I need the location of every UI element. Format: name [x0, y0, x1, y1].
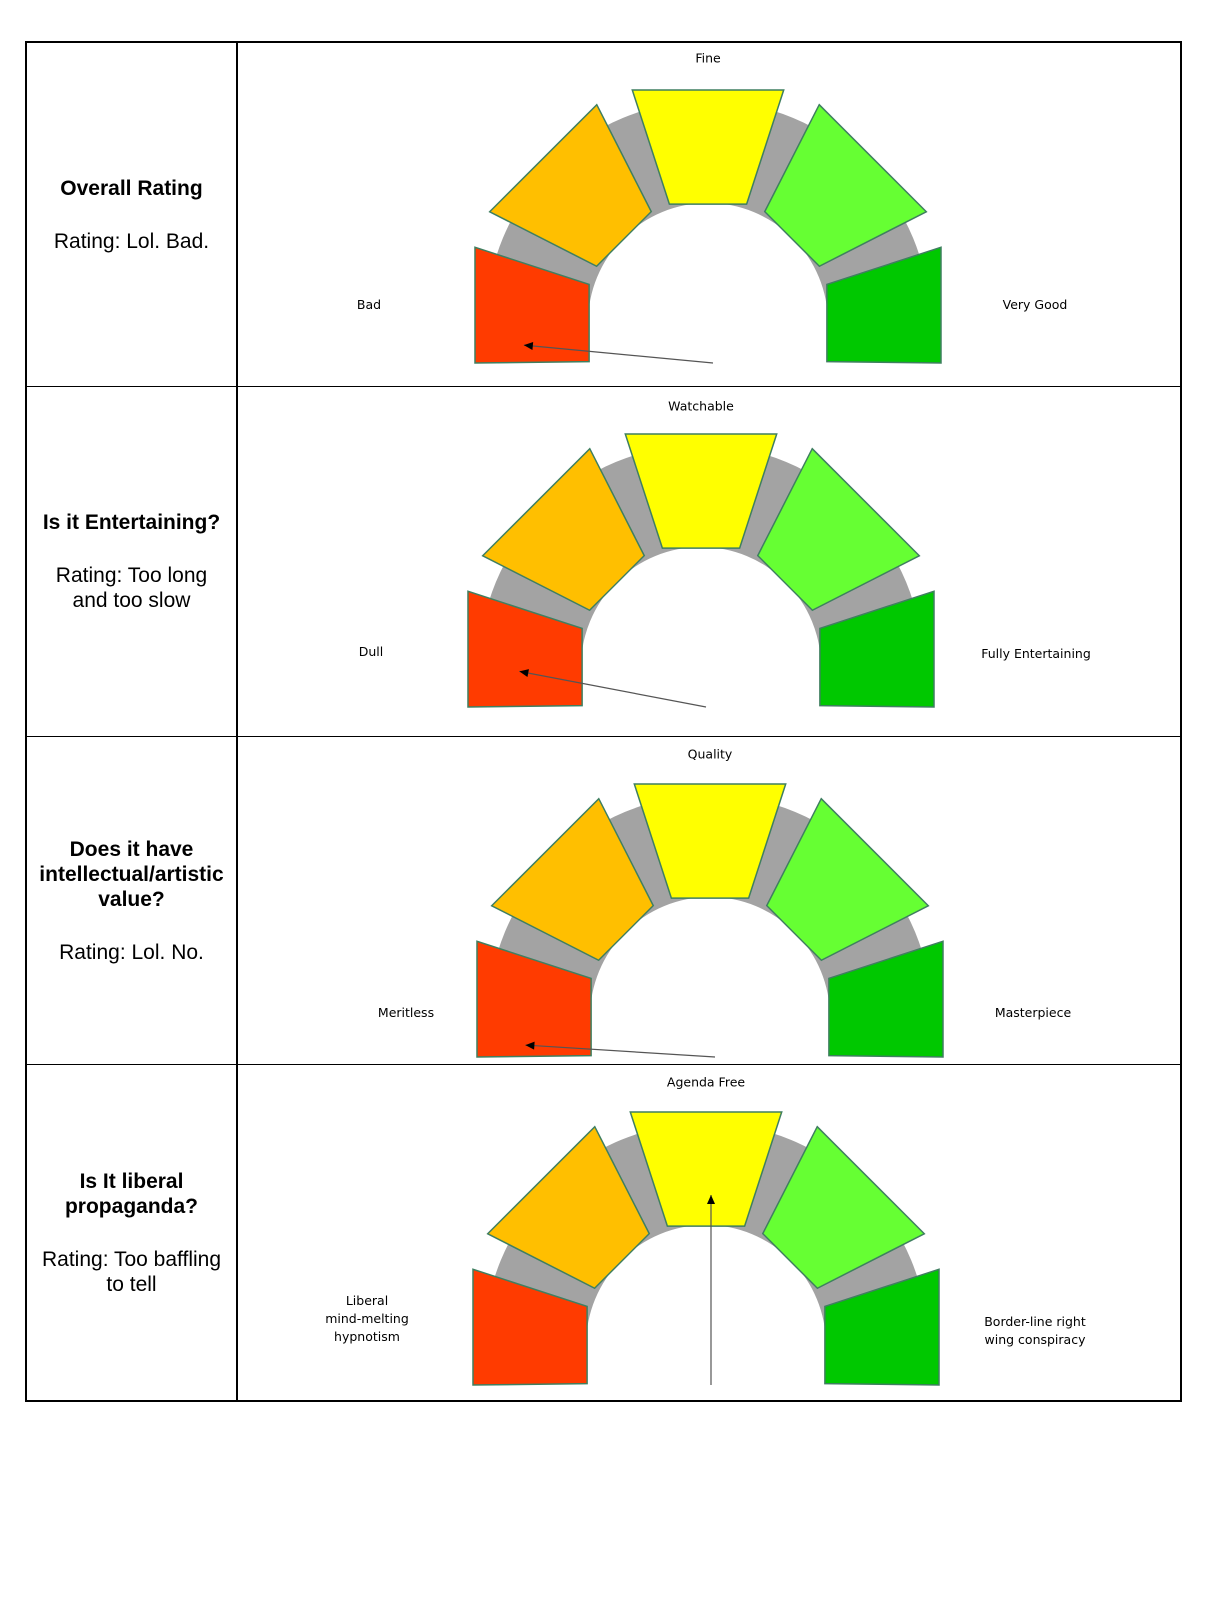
gauge-chart: Watchable Dull Fully Entertaining	[359, 399, 1091, 708]
gauge-right-label: Fully Entertaining	[981, 646, 1091, 661]
gauge-right-label-line: wing conspiracy	[985, 1332, 1087, 1347]
rating-row-entertaining: Is it Entertaining? Rating: Too long and…	[27, 386, 1180, 736]
gauge-left-label-line: mind-melting	[325, 1311, 409, 1326]
rating-line: Rating: Lol. No.	[59, 940, 204, 964]
gauge-left-label: Bad	[357, 297, 381, 312]
gauge-left-label-line: Liberal	[346, 1293, 388, 1308]
question-cell: Does it have intellectual/artistic value…	[27, 737, 238, 1064]
question-cell: Overall Rating Rating: Lol. Bad.	[27, 43, 238, 386]
gauge-needle-arrowhead	[519, 669, 529, 678]
gauge-segment-orange	[486, 1125, 651, 1290]
question-title: Is It liberal propaganda?	[64, 1169, 198, 1218]
gauge-chart: Agenda Free Liberal mind-melting hypnotism B…	[325, 1075, 1086, 1386]
gauge-right-label-line: Border-line right	[984, 1314, 1086, 1329]
rating-line: Rating: Too long	[55, 564, 208, 587]
question-cell: Is It liberal propaganda? Rating: Too ba…	[27, 1065, 238, 1400]
gauge-chart: Quality Meritless Masterpiece	[378, 747, 1072, 1058]
gauge-cell: Agenda Free Liberal mind-melting hypnotism B…	[238, 1065, 1180, 1400]
gauge-segment-light-green	[756, 447, 921, 612]
rating-text: Rating: Lol. No.	[59, 940, 204, 965]
gauge-chart: Fine Bad Very Good	[357, 51, 1068, 364]
rating-line: and too slow	[72, 589, 191, 612]
gauge-needle-arrowhead	[525, 1041, 535, 1050]
gauge-right-label-line: Fully Entertaining	[981, 646, 1091, 661]
gauge-top-label: Fine	[695, 51, 721, 66]
gauge-segment-yellow	[631, 89, 785, 205]
gauge-segment-orange	[488, 103, 653, 268]
rating-row-overall: Overall Rating Rating: Lol. Bad. Fine Bad…	[27, 43, 1180, 386]
gauge-right-label: Masterpiece	[995, 1005, 1072, 1020]
gauge-needle-arrowhead	[707, 1195, 715, 1204]
gauge-segment-yellow	[624, 433, 778, 549]
gauge-segment-yellow	[629, 1111, 783, 1227]
gauge-top-label: Watchable	[668, 399, 734, 414]
gauge-segment-light-green	[765, 797, 930, 962]
question-cell: Is it Entertaining? Rating: Too long and…	[27, 387, 238, 736]
rating-line: Rating: Lol. Bad.	[53, 229, 210, 253]
rating-row-propaganda: Is It liberal propaganda? Rating: Too ba…	[27, 1064, 1180, 1400]
gauge-cell: Watchable Dull Fully Entertaining	[238, 387, 1180, 736]
gauge-segment-green	[819, 590, 935, 708]
gauge-segment-orange	[490, 797, 655, 962]
gauge-left-label: Meritless	[378, 1005, 434, 1020]
gauge-segment-yellow	[633, 783, 787, 899]
gauge-needle	[525, 1044, 716, 1058]
gauge-segment-green	[828, 940, 944, 1058]
gauge-left-label-line: Dull	[359, 644, 384, 659]
gauge-needle	[519, 670, 707, 708]
gauge-cell: Quality Meritless Masterpiece	[238, 737, 1180, 1064]
gauge-segment-red	[474, 246, 590, 364]
gauge-left-label: Dull	[359, 644, 384, 659]
gauge-segment-light-green	[763, 103, 928, 268]
question-title: Does it have intellectual/artistic value…	[39, 837, 224, 911]
gauge-segment-red	[476, 940, 592, 1058]
gauge-right-label: Border-line right wing conspiracy	[984, 1314, 1086, 1347]
question-title: Is it Entertaining?	[42, 511, 221, 534]
gauge-right-label-line: Very Good	[1003, 297, 1068, 312]
gauge-segment-red	[472, 1268, 588, 1386]
rating-table: Overall Rating Rating: Lol. Bad. Fine Bad…	[25, 41, 1182, 1402]
rating-line: Rating: Too baffling	[41, 1247, 222, 1271]
gauge-segment-orange	[481, 447, 646, 612]
gauge-top-label: Quality	[688, 747, 733, 762]
gauge-segment-green	[826, 246, 942, 364]
gauge-segment-green	[824, 1268, 940, 1386]
gauge-needle	[523, 344, 714, 364]
question-title: Overall Rating	[60, 176, 203, 200]
gauge-right-label: Very Good	[1003, 297, 1068, 312]
rating-line: to tell	[106, 1272, 157, 1296]
gauge-needle-arrowhead	[523, 341, 534, 350]
gauge-segment-light-green	[761, 1125, 926, 1290]
gauge-left-label-line: Bad	[357, 297, 381, 312]
gauge-left-label-line: hypnotism	[334, 1329, 400, 1344]
gauge-cell: Fine Bad Very Good	[238, 43, 1180, 386]
rating-text: Rating: Too baffling to tell	[42, 1247, 221, 1297]
gauge-left-label-line: Meritless	[378, 1005, 434, 1020]
gauge-top-label: Agenda Free	[667, 1075, 746, 1090]
rating-text: Rating: Lol. Bad.	[54, 229, 209, 254]
rating-row-artistic-value: Does it have intellectual/artistic value…	[27, 736, 1180, 1064]
gauge-left-label: Liberal mind-melting hypnotism	[325, 1293, 409, 1344]
gauge-right-label-line: Masterpiece	[995, 1005, 1072, 1020]
rating-text: Rating: Too long and too slow	[56, 563, 207, 613]
